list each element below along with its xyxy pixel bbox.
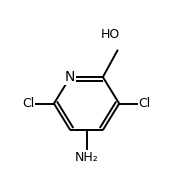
Text: Cl: Cl bbox=[23, 97, 35, 110]
Text: N: N bbox=[65, 70, 75, 84]
Text: Cl: Cl bbox=[138, 97, 151, 110]
Text: NH₂: NH₂ bbox=[75, 151, 98, 164]
Text: HO: HO bbox=[100, 28, 120, 41]
